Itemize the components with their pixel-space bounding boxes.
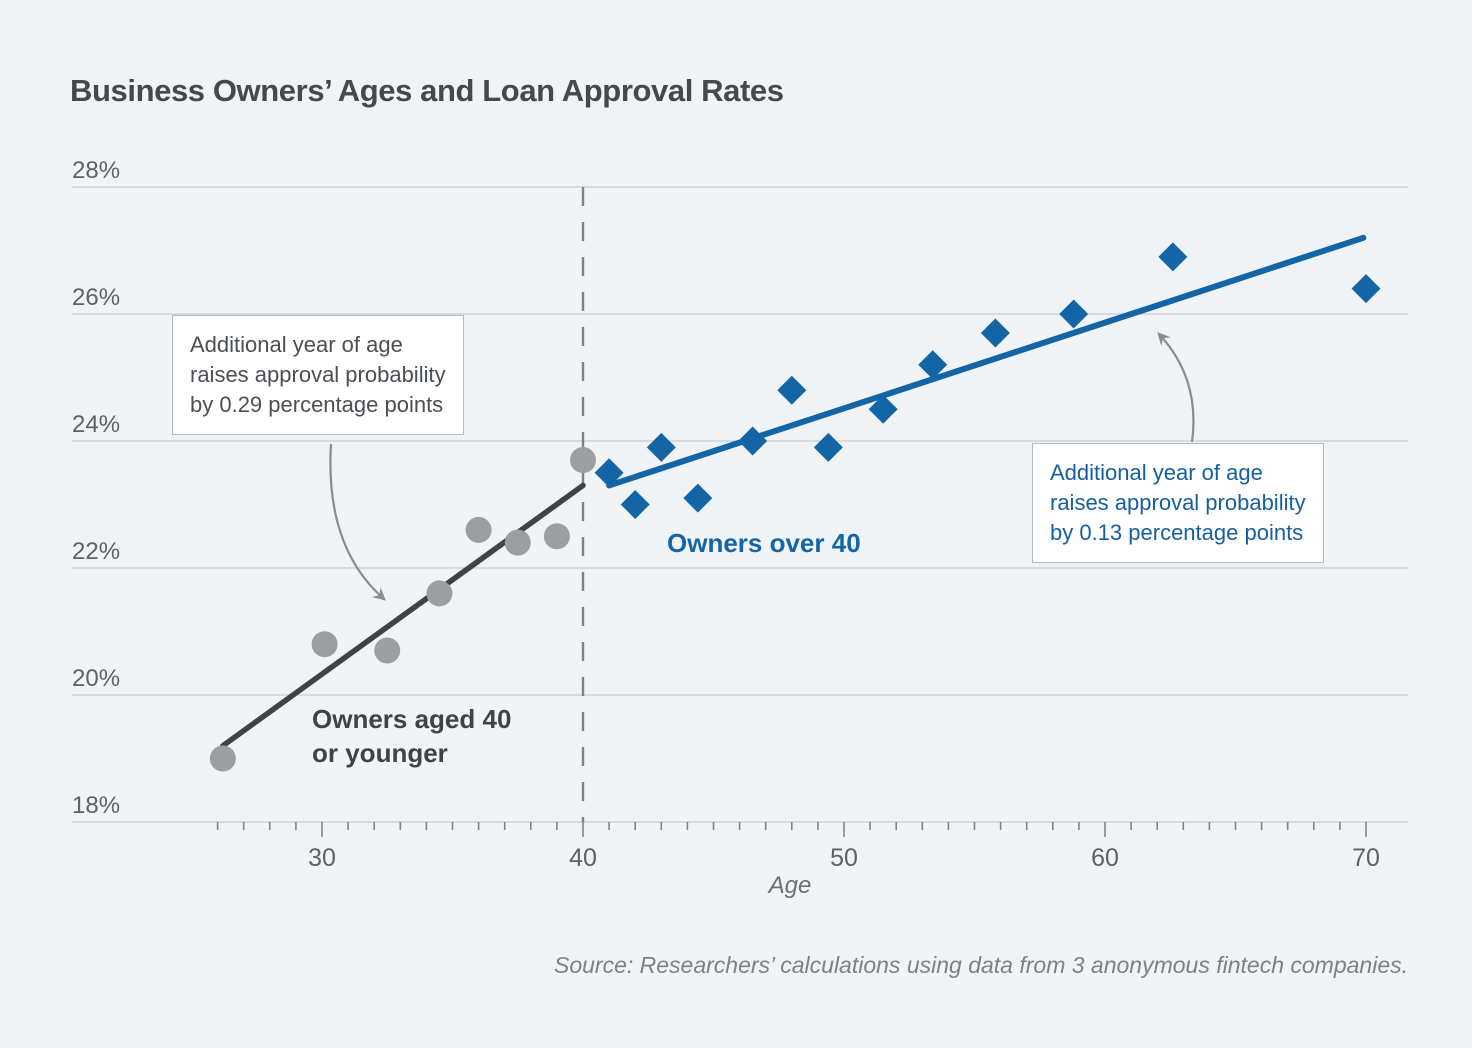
old-point [918,350,948,380]
old-point [813,432,843,462]
y-tick-label: 20% [72,665,120,692]
y-tick-label: 26% [72,284,120,311]
young-point [504,529,531,556]
x-tick-label: 30 [308,844,336,872]
y-tick-label: 28% [72,157,120,184]
x-tick-label: 70 [1352,844,1380,872]
series-label-young: Owners aged 40 or younger [312,704,512,768]
old-point [738,426,768,456]
young-point [311,631,338,658]
old-point [1351,274,1381,304]
old-annotation-arrow [1157,332,1195,443]
x-tick-label: 50 [830,844,858,872]
old-point [1158,242,1188,272]
old-point [980,318,1010,348]
y-tick-label: 24% [72,411,120,438]
young-point [465,516,492,543]
x-tick-label: 60 [1091,844,1119,872]
old-point [777,375,807,405]
old-point [594,458,624,488]
x-tick-label: 40 [569,844,597,872]
x-axis-title: Age [768,872,812,899]
young-point [426,580,453,607]
old-point [868,394,898,424]
chart-title: Business Owners’ Ages and Loan Approval … [70,72,784,108]
series-label-old: Owners over 40 [667,528,861,558]
young-point [209,745,236,772]
y-tick-label: 18% [72,792,120,819]
old-point [620,490,650,519]
source-note: Source: Researchers’ calculations using … [553,952,1408,978]
annotation-box-young-slope: Additional year of age raises approval p… [172,315,464,435]
old-point [646,432,676,462]
young-point [570,447,596,474]
young-annotation-arrow [329,443,386,601]
young-fit-line [220,482,586,749]
old-point [683,483,713,513]
annotation-box-old-slope: Additional year of age raises approval p… [1032,443,1324,563]
old-point [1059,299,1089,329]
old-fit-line [606,234,1367,489]
y-tick-label: 22% [72,538,120,565]
young-point [374,637,401,664]
young-point [543,523,570,550]
